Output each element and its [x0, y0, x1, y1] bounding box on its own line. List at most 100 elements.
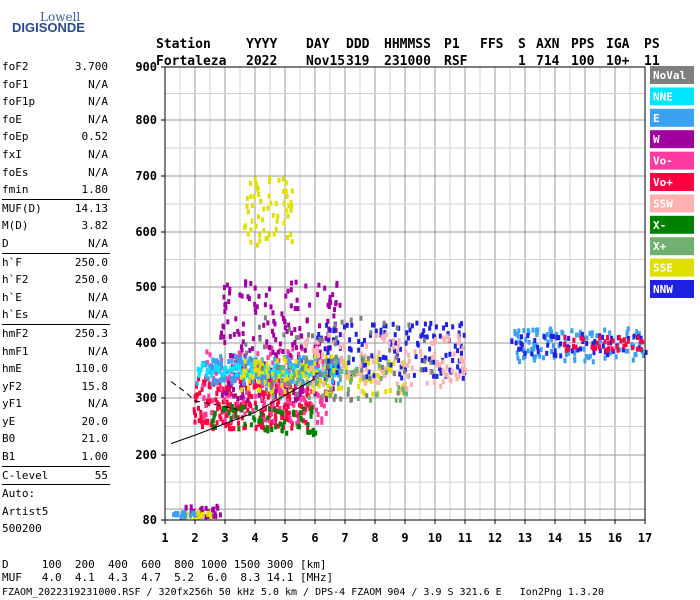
echo-point — [236, 365, 240, 371]
echo-point — [290, 188, 294, 194]
echo-point — [266, 205, 270, 211]
echo-points — [172, 176, 648, 521]
echo-point — [232, 331, 236, 337]
param-name: foEs — [2, 165, 29, 179]
echo-point — [272, 418, 276, 424]
echo-point — [197, 372, 201, 378]
echo-point — [301, 373, 305, 378]
echo-point — [271, 398, 275, 404]
legend-swatch — [650, 258, 694, 277]
echo-point — [278, 347, 282, 353]
echo-point — [624, 348, 628, 354]
echo-point — [388, 388, 392, 393]
echo-point — [334, 335, 338, 341]
param-row: fxI N/A — [2, 146, 110, 164]
echo-point — [229, 415, 233, 421]
legend-label: NNW — [653, 283, 673, 296]
echo-point — [284, 180, 288, 186]
legend-label: SSE — [653, 262, 673, 275]
echo-point — [296, 378, 300, 384]
x-tick-label: 7 — [341, 531, 348, 545]
echo-point — [266, 415, 270, 421]
echo-point — [630, 345, 634, 351]
echo-point — [462, 359, 466, 364]
echo-point — [415, 320, 419, 326]
echo-point — [219, 364, 223, 370]
echo-point — [343, 346, 347, 352]
echo-point — [183, 510, 187, 516]
echo-point — [278, 341, 282, 347]
echo-point — [336, 381, 340, 387]
echo-point — [447, 337, 451, 343]
echo-point — [457, 340, 461, 346]
echo-point — [344, 374, 348, 380]
echo-point — [179, 514, 183, 520]
header-value: Nov15 — [306, 54, 345, 69]
header-value: 10+ — [606, 54, 630, 69]
echo-point — [248, 373, 252, 378]
echo-point — [318, 323, 322, 329]
echo-point — [265, 368, 269, 374]
echo-point — [207, 511, 210, 517]
echo-point — [196, 366, 200, 372]
echo-point — [310, 366, 314, 372]
echo-point — [228, 426, 231, 432]
echo-point — [292, 402, 296, 408]
echo-point — [610, 335, 614, 341]
param-value: N/A — [88, 236, 108, 250]
echo-point — [397, 338, 401, 344]
echo-point — [280, 389, 283, 395]
echo-point — [261, 379, 265, 385]
echo-point — [209, 513, 213, 519]
echo-point — [578, 332, 582, 338]
header-value: 319 — [346, 54, 369, 69]
echo-point — [550, 329, 554, 335]
echo-point — [285, 430, 289, 436]
echo-point — [192, 511, 196, 516]
echo-point — [245, 350, 249, 356]
echo-point — [219, 377, 223, 383]
echo-point — [396, 348, 400, 354]
echo-point — [268, 413, 272, 418]
echo-point — [271, 388, 275, 394]
echo-point — [274, 388, 278, 394]
y-tick-label: 800 — [135, 113, 157, 127]
echo-point — [416, 342, 420, 348]
echo-point — [394, 354, 398, 360]
echo-point — [550, 337, 554, 342]
echo-point — [338, 359, 342, 365]
echo-point — [182, 514, 186, 520]
echo-point — [225, 384, 229, 390]
echo-point — [269, 351, 273, 357]
echo-point — [622, 337, 626, 343]
echo-point — [257, 382, 261, 387]
param-value: 1.00 — [81, 450, 109, 464]
echo-point — [328, 345, 331, 351]
echo-point — [266, 320, 270, 326]
echo-point — [278, 406, 282, 411]
param-row: h`F 250.0 — [2, 254, 110, 272]
echo-point — [393, 332, 397, 338]
echo-point — [441, 359, 445, 365]
echo-point — [282, 220, 286, 226]
echo-point — [193, 419, 197, 425]
trace-line — [170, 381, 238, 410]
echo-point — [413, 349, 417, 355]
echo-point — [532, 357, 536, 363]
echo-point — [429, 359, 433, 365]
echo-point — [254, 405, 258, 410]
echo-point — [365, 393, 369, 399]
echo-point — [318, 399, 322, 405]
echo-point — [445, 322, 448, 328]
echo-point — [269, 389, 273, 395]
echo-point — [199, 414, 203, 420]
echo-point — [609, 340, 613, 346]
chart-grid — [164, 66, 646, 520]
echo-point — [274, 201, 278, 207]
echo-point — [293, 340, 297, 345]
echo-point — [315, 359, 319, 365]
echo-point — [287, 410, 291, 416]
echo-point — [232, 386, 235, 392]
y-tick-label: 200 — [135, 448, 157, 462]
echo-point — [313, 391, 317, 397]
